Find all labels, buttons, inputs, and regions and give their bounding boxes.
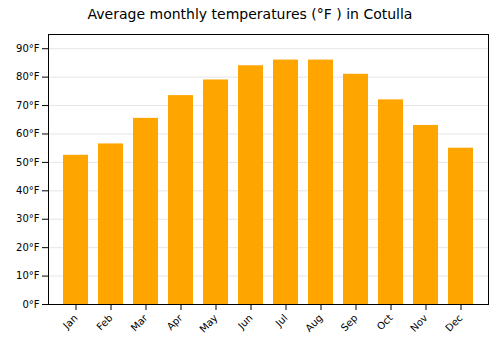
- svg-text:90°F: 90°F: [16, 43, 40, 54]
- svg-text:40°F: 40°F: [16, 185, 40, 196]
- svg-text:Mar: Mar: [129, 312, 151, 334]
- svg-text:Aug: Aug: [303, 312, 325, 334]
- svg-text:Jan: Jan: [60, 312, 79, 331]
- svg-text:Sep: Sep: [339, 312, 360, 333]
- svg-text:70°F: 70°F: [16, 100, 40, 111]
- svg-text:60°F: 60°F: [16, 128, 40, 139]
- svg-text:Oct: Oct: [375, 312, 395, 332]
- svg-text:Jul: Jul: [273, 312, 290, 329]
- svg-text:30°F: 30°F: [16, 213, 40, 224]
- html-text:Average monthly temperatures (: Average monthly temperatures (°F ) in Co…: [87, 6, 413, 22]
- svg-text:Feb: Feb: [94, 312, 114, 332]
- svg-text:Jun: Jun: [235, 312, 255, 332]
- svg-text:Apr: Apr: [165, 312, 186, 333]
- svg-text:0°F: 0°F: [22, 299, 39, 310]
- svg-text:80°F: 80°F: [16, 71, 40, 82]
- svg-text:20°F: 20°F: [16, 242, 40, 253]
- svg-text:May: May: [197, 312, 219, 334]
- svg-text:10°F: 10°F: [16, 270, 40, 281]
- svg-text:Dec: Dec: [443, 312, 464, 333]
- svg-text:50°F: 50°F: [16, 157, 40, 168]
- svg-text:Nov: Nov: [408, 312, 430, 334]
